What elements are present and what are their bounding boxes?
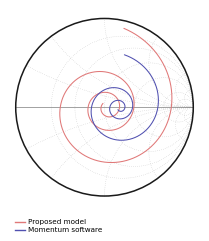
Legend: Proposed model, Momentum software: Proposed model, Momentum software (12, 216, 105, 236)
